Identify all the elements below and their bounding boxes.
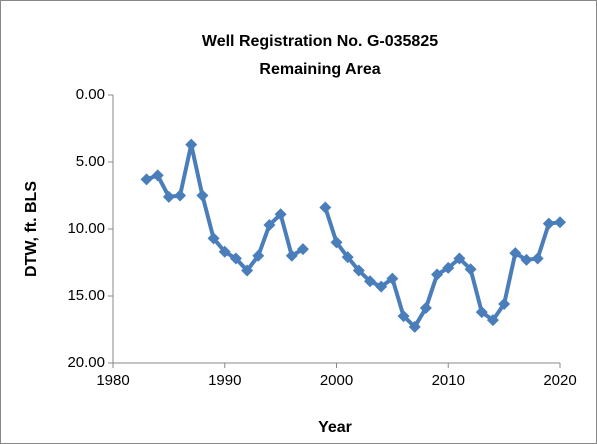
y-tick-label: 0.00	[76, 86, 105, 103]
data-point	[229, 252, 242, 265]
data-point	[498, 298, 511, 311]
data-point	[408, 320, 421, 333]
y-tick-label: 5.00	[76, 153, 105, 170]
x-tick-label: 1990	[208, 372, 241, 389]
y-axis-title: DTW, ft. BLS	[23, 181, 40, 277]
data-point	[531, 252, 544, 265]
data-point	[296, 243, 309, 256]
data-point	[241, 264, 254, 277]
data-point	[364, 275, 377, 288]
data-point	[151, 169, 164, 182]
data-point	[174, 189, 187, 202]
x-tick-label: 2020	[543, 372, 576, 389]
data-point	[442, 261, 455, 274]
x-tick-label: 1980	[96, 372, 129, 389]
data-point	[542, 217, 555, 230]
data-point	[375, 280, 388, 293]
data-point	[140, 173, 153, 186]
data-point	[218, 245, 231, 258]
x-tick-label: 2000	[320, 372, 353, 389]
data-point	[207, 232, 220, 245]
data-point	[554, 216, 566, 229]
data-point	[464, 263, 477, 276]
data-point	[486, 314, 499, 327]
data-point	[274, 208, 287, 221]
y-tick-label: 20.00	[67, 354, 105, 371]
data-point	[285, 249, 298, 262]
data-point	[431, 268, 444, 281]
data-point	[341, 251, 354, 264]
data-point	[330, 236, 343, 249]
data-point	[475, 306, 488, 319]
data-point	[352, 264, 365, 277]
data-point	[196, 189, 209, 202]
data-point	[386, 272, 399, 285]
x-tick-label: 2010	[432, 372, 465, 389]
data-point	[162, 190, 175, 203]
data-point	[520, 253, 533, 266]
data-point	[252, 249, 265, 262]
data-point	[185, 138, 198, 151]
data-point	[509, 247, 522, 260]
data-point	[419, 302, 432, 315]
y-tick-label: 15.00	[67, 287, 105, 304]
data-point	[263, 218, 276, 231]
data-point	[319, 201, 332, 214]
data-point	[453, 252, 466, 265]
data-point	[397, 310, 410, 323]
chart-subtitle: Remaining Area	[259, 61, 380, 78]
y-tick-label: 10.00	[67, 220, 105, 237]
x-axis-title: Year	[318, 419, 352, 436]
chart-title: Well Registration No. G-035825	[202, 33, 438, 50]
